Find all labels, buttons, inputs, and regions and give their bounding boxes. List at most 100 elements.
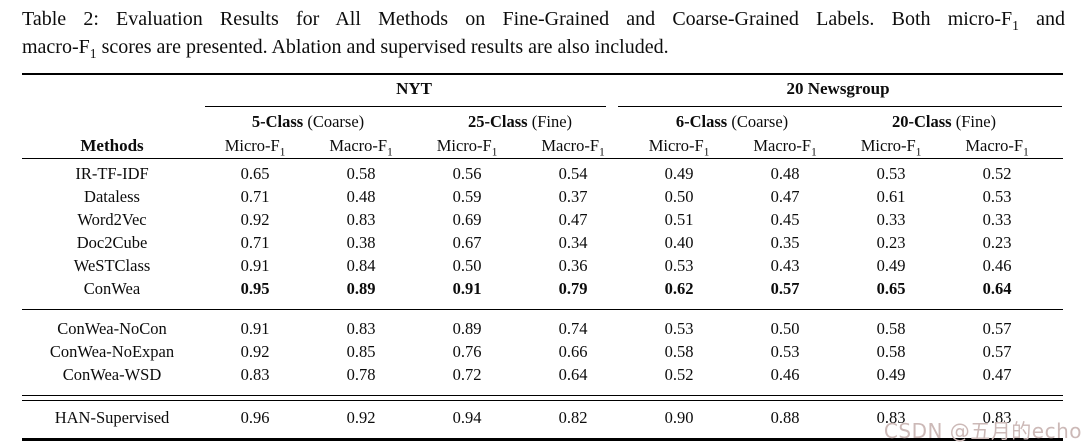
class-header-nyt-coarse: 5-Class (Coarse) (202, 109, 414, 134)
metric-header-macro-f1: Macro-F1 (732, 134, 839, 159)
metric-label: Micro-F (648, 136, 704, 155)
score-cell: 0.59 (452, 186, 482, 206)
score-cell: 0.53 (664, 255, 694, 275)
score-cell: 0.40 (664, 232, 694, 252)
score-cell: 0.45 (770, 209, 800, 229)
table-row-han-supervised: HAN-Supervised 0.96 0.92 0.94 0.82 0.90 0.88 0.… (22, 401, 1064, 440)
ablation-section: ConWea-NoCon 0.91 0.83 0.89 0.74 0.53 0.50 0.58… (22, 310, 1063, 395)
score-cell: 0.33 (982, 209, 1012, 229)
class-header-20ng-coarse: 6-Class (Coarse) (626, 109, 838, 134)
group-header-20newsgroup: 20 Newsgroup (786, 78, 890, 98)
score-cell: 0.54 (558, 163, 588, 183)
table-row-word2vec: Word2Vec 0.92 0.83 0.69 0.47 0.51 0.45 0.33 0.33 (22, 208, 1063, 231)
score-cell: 0.62 (664, 278, 694, 298)
score-cell: 0.53 (664, 318, 694, 338)
score-cell: 0.52 (664, 364, 694, 384)
20newsgroup-group-underline (618, 106, 1062, 108)
score-cell: 0.48 (346, 186, 376, 206)
subscript-1: 1 (915, 146, 922, 159)
score-cell: 0.64 (982, 278, 1012, 298)
score-cell: 0.74 (558, 318, 588, 338)
score-cell: 0.83 (982, 407, 1012, 427)
subscript-1: 1 (811, 146, 817, 159)
score-cell: 0.71 (240, 186, 270, 206)
score-cell: 0.90 (664, 407, 694, 427)
score-cell: 0.57 (770, 278, 800, 298)
score-cell: 0.34 (558, 232, 588, 252)
score-cell: 0.43 (770, 255, 800, 275)
score-cell: 0.92 (346, 407, 376, 427)
score-cell: 0.61 (876, 186, 906, 206)
caption-text: scores are presented. Ablation and super… (96, 36, 669, 58)
score-cell: 0.37 (558, 186, 588, 206)
score-cell: 0.65 (876, 278, 906, 298)
class-header-20ng-fine: 20-Class (Fine) (838, 109, 1063, 134)
metric-label: Micro-F (224, 136, 280, 155)
score-cell: 0.88 (770, 407, 800, 427)
score-cell: 0.89 (452, 318, 482, 338)
score-cell: 0.71 (240, 232, 270, 252)
caption-text: and (1018, 8, 1065, 30)
metric-label: Macro-F (753, 136, 812, 155)
method-name-cell: ConWea-WSD (62, 364, 162, 384)
table-row-westclass: WeSTClass 0.91 0.84 0.50 0.36 0.53 0.43 0.49 0.4… (22, 254, 1063, 277)
score-cell: 0.49 (664, 163, 694, 183)
table-caption: Table 2: Evaluation Results for All Meth… (22, 5, 1065, 61)
score-cell: 0.82 (558, 407, 588, 427)
score-cell: 0.53 (876, 163, 906, 183)
score-cell: 0.47 (558, 209, 588, 229)
score-cell: 0.57 (982, 318, 1012, 338)
metric-header-row: Methods Micro-F1 Macro-F1 Micro-F1 Macro… (22, 134, 1064, 159)
method-name-cell: HAN-Supervised (54, 407, 170, 427)
class-granularity-label: (Coarse) (303, 111, 365, 131)
methods-column-header: Methods (22, 134, 202, 159)
score-cell: 0.38 (346, 232, 376, 252)
supervised-section: HAN-Supervised 0.96 0.92 0.94 0.82 0.90 0.88 0.… (22, 401, 1064, 440)
table-row-conwea: ConWea 0.95 0.89 0.91 0.79 0.62 0.57 0.65 0.64 (22, 277, 1064, 310)
spacer-cell (22, 74, 202, 102)
metric-header-macro-f1: Macro-F1 (944, 134, 1064, 159)
class-count-label: 20-Class (892, 111, 952, 131)
group-header-nyt: NYT (396, 78, 432, 98)
subscript-1: 1 (599, 146, 605, 159)
nyt-group-underline (205, 106, 606, 108)
table-row-conwea-noexpan: ConWea-NoExpan 0.92 0.85 0.76 0.66 0.58 0.53 0.… (22, 340, 1063, 363)
score-cell: 0.58 (876, 318, 906, 338)
score-cell: 0.33 (876, 209, 906, 229)
metric-header-macro-f1: Macro-F1 (308, 134, 414, 159)
metric-header-micro-f1: Micro-F1 (202, 134, 308, 159)
score-cell: 0.48 (770, 163, 800, 183)
class-count-label: 5-Class (251, 111, 304, 131)
metric-label: Micro-F (436, 136, 492, 155)
score-cell: 0.46 (982, 255, 1012, 275)
dataset-group-row: NYT 20 Newsgroup (22, 74, 1063, 102)
spacer-cell (22, 102, 202, 109)
method-name-cell: Doc2Cube (76, 232, 148, 252)
score-cell: 0.50 (770, 318, 800, 338)
results-table: NYT 20 Newsgroup 5-Class (Coarse) 25-Cla… (22, 73, 1064, 441)
csdn-watermark: CSDN @五月的echo (883, 419, 1082, 443)
caption-line-1: Table 2: Evaluation Results for All Meth… (22, 5, 1065, 33)
table-row-ir-tf-idf: IR-TF-IDF 0.65 0.58 0.56 0.54 0.49 0.48 0.53 0.5… (22, 159, 1063, 186)
subscript-1: 1 (491, 146, 498, 159)
subscript-1: 1 (703, 146, 710, 159)
score-cell: 0.23 (982, 232, 1012, 252)
score-cell: 0.83 (346, 209, 376, 229)
score-cell: 0.46 (770, 364, 800, 384)
score-cell: 0.47 (982, 364, 1012, 384)
score-cell: 0.92 (240, 341, 270, 361)
class-header-nyt-fine: 25-Class (Fine) (414, 109, 626, 134)
score-cell: 0.35 (770, 232, 800, 252)
score-cell: 0.85 (346, 341, 376, 361)
double-rule-row (22, 394, 1064, 401)
caption-text: Table 2: Evaluation Results for All Meth… (22, 8, 1013, 30)
score-cell: 0.84 (346, 255, 376, 275)
subscript-1: 1 (89, 46, 97, 61)
method-name-cell: IR-TF-IDF (75, 163, 149, 183)
score-cell: 0.23 (876, 232, 906, 252)
caption-line-2: macro-F1 scores are presented. Ablation … (22, 33, 1065, 61)
score-cell: 0.52 (982, 163, 1012, 183)
score-cell: 0.89 (346, 278, 376, 298)
subscript-1: 1 (1012, 18, 1019, 33)
